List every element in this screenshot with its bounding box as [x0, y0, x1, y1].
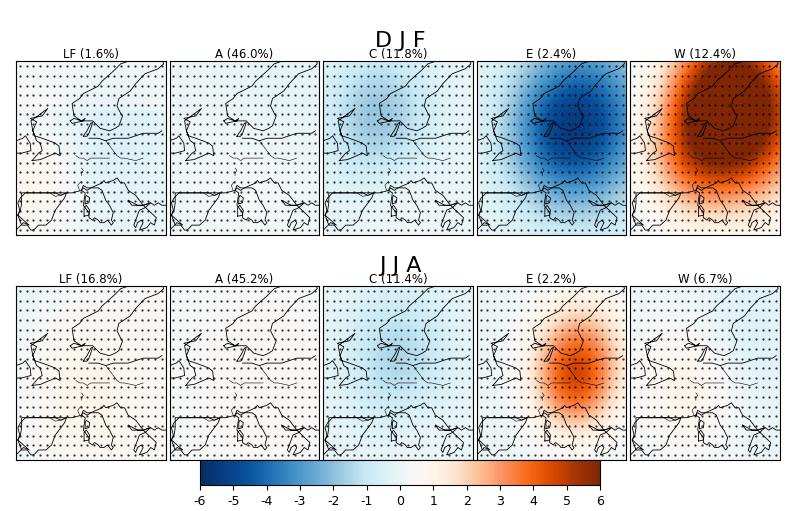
Title: C (11.8%): C (11.8%): [369, 49, 427, 61]
Title: A (45.2%): A (45.2%): [215, 273, 274, 286]
Title: W (12.4%): W (12.4%): [674, 49, 736, 61]
Title: LF (1.6%): LF (1.6%): [62, 49, 118, 61]
Title: E (2.2%): E (2.2%): [526, 273, 577, 286]
Title: W (6.7%): W (6.7%): [678, 273, 733, 286]
Title: LF (16.8%): LF (16.8%): [59, 273, 122, 286]
Text: J J A: J J A: [378, 256, 422, 276]
Title: E (2.4%): E (2.4%): [526, 49, 577, 61]
Title: A (46.0%): A (46.0%): [215, 49, 274, 61]
Title: C (11.4%): C (11.4%): [369, 273, 427, 286]
Text: D J F: D J F: [374, 31, 426, 51]
